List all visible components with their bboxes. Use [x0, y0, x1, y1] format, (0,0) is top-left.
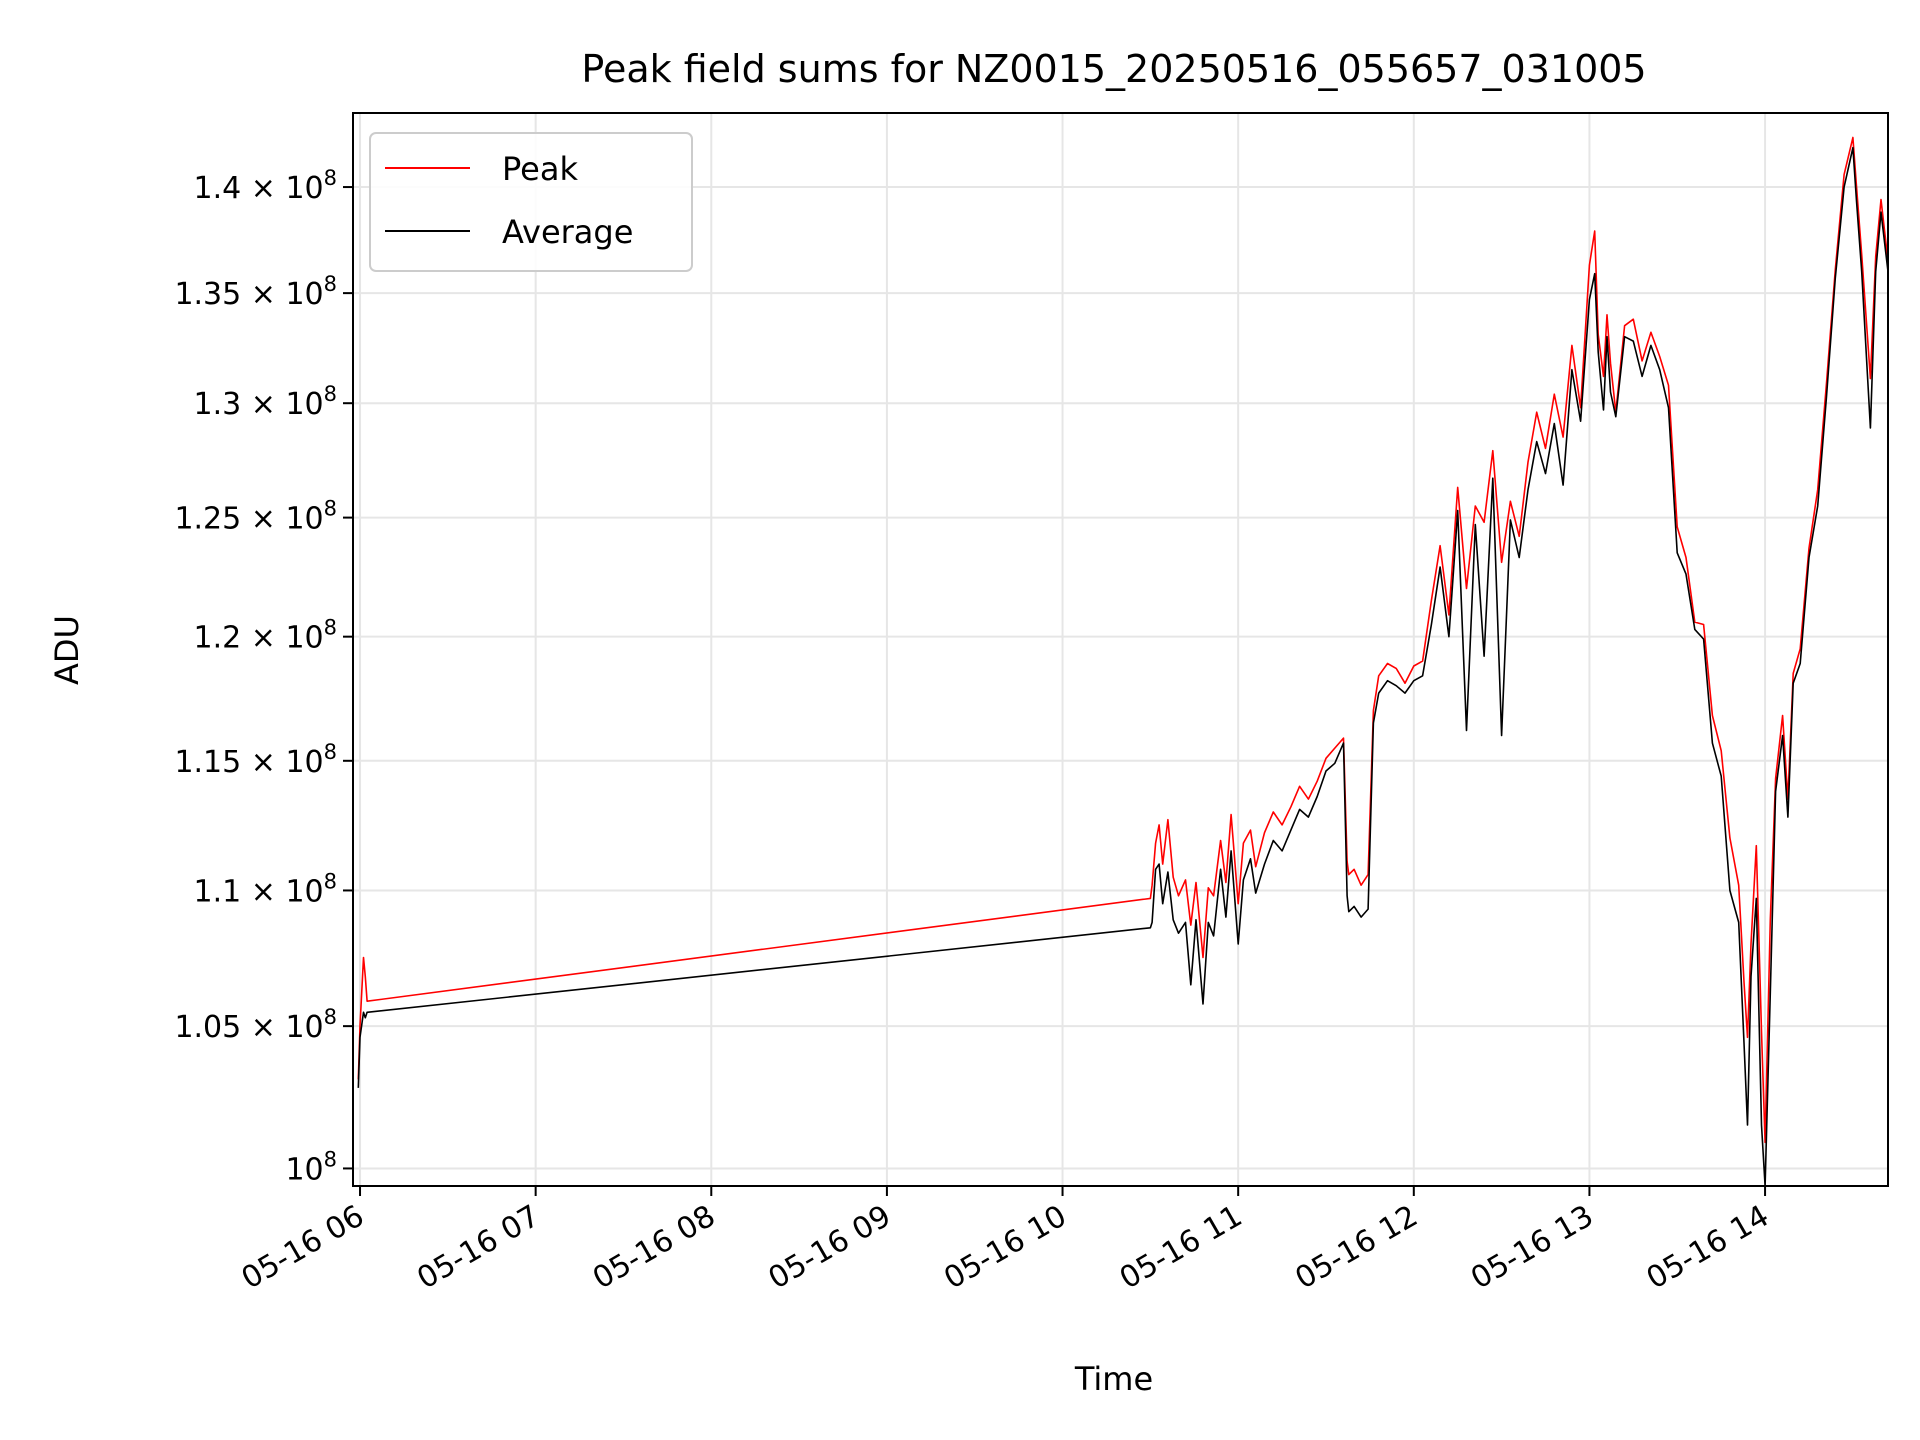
y-tick-label: 1.3 × 108: [194, 382, 337, 422]
y-tick-label: 1.25 × 108: [174, 497, 337, 537]
plot-frame: [352, 112, 1889, 1187]
series-layer: [357, 136, 1888, 1186]
series-line-average: [357, 146, 1888, 1186]
y-tick-label: 1.4 × 108: [194, 166, 337, 206]
legend-label-average: Average: [502, 213, 633, 251]
grid: [353, 113, 1888, 1186]
y-tick-label: 1.1 × 108: [194, 869, 337, 909]
legend-label-peak: Peak: [502, 150, 578, 188]
y-tick-label: 1.35 × 108: [174, 272, 337, 312]
y-tick-label: 1.2 × 108: [194, 616, 337, 656]
y-tick-label: 1.15 × 108: [174, 740, 337, 780]
y-axis-label: ADU: [48, 615, 86, 685]
chart-title: Peak field sums for NZ0015_20250516_0556…: [581, 47, 1646, 91]
legend: Peak Average: [369, 132, 693, 272]
x-axis-label: Time: [1074, 1360, 1153, 1398]
series-line-peak: [357, 136, 1888, 1144]
y-tick-label: 1.05 × 108: [174, 1005, 337, 1045]
y-tick-label: 108: [285, 1147, 337, 1187]
y-axis: 108 1.05 × 108 1.1 × 108 1.15 × 108 1.2 × 10…: [174, 166, 353, 1187]
